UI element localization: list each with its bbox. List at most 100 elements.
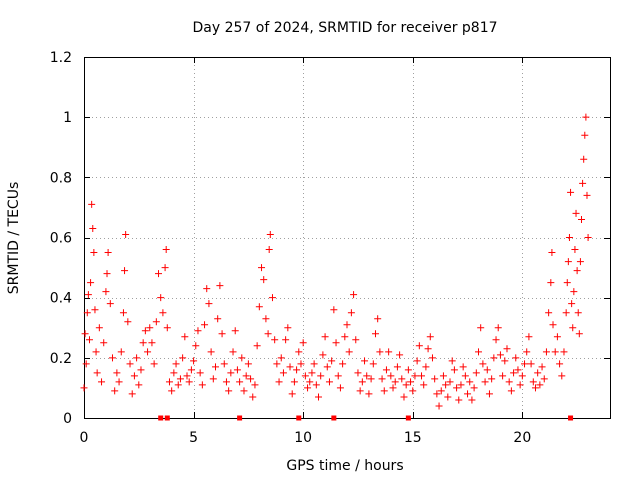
data-point: [304, 384, 312, 392]
data-point: [459, 363, 467, 371]
data-point: [139, 339, 147, 347]
data-point: [461, 372, 469, 380]
data-point: [538, 363, 546, 371]
data-point: [400, 393, 408, 401]
data-point: [179, 354, 187, 362]
data-point: [424, 345, 432, 353]
data-points: [80, 113, 592, 410]
data-point: [352, 336, 360, 344]
data-point: [553, 333, 561, 341]
data-point: [271, 336, 279, 344]
data-point: [514, 366, 522, 374]
data-point: [575, 330, 583, 338]
data-point: [82, 360, 90, 368]
data-point: [165, 378, 173, 386]
data-point: [556, 360, 564, 368]
data-point: [453, 384, 461, 392]
data-point: [494, 324, 502, 332]
data-point: [174, 381, 182, 389]
data-point: [244, 360, 252, 368]
data-point: [207, 348, 215, 356]
y-tick-label: 0.6: [50, 231, 72, 247]
data-point: [312, 381, 320, 389]
data-point: [488, 375, 496, 383]
data-point: [448, 357, 456, 365]
data-point: [222, 378, 230, 386]
data-point: [198, 381, 206, 389]
data-point: [475, 348, 482, 356]
data-point: [464, 390, 472, 398]
data-point: [470, 384, 478, 392]
data-point: [507, 387, 515, 395]
data-point: [380, 387, 388, 395]
data-point: [422, 363, 430, 371]
data-point: [98, 378, 106, 386]
x-tick-label: 15: [404, 430, 422, 446]
data-point: [483, 366, 491, 374]
data-point: [148, 339, 156, 347]
data-point: [521, 360, 529, 368]
data-point: [562, 309, 570, 317]
data-point: [420, 381, 428, 389]
data-point: [468, 396, 476, 404]
data-point: [275, 378, 283, 386]
data-point: [481, 378, 489, 386]
data-point: [117, 348, 125, 356]
data-point: [190, 357, 198, 365]
baseline-marker: [568, 415, 574, 421]
data-point: [315, 393, 323, 401]
y-tick-label: 0.2: [50, 351, 72, 367]
data-point: [439, 372, 447, 380]
data-point: [265, 246, 273, 254]
data-point: [516, 381, 524, 389]
data-point: [104, 249, 112, 257]
data-point: [102, 288, 110, 296]
data-point: [356, 387, 364, 395]
data-point: [319, 351, 327, 359]
data-point: [194, 327, 202, 335]
baseline-marker: [164, 415, 170, 421]
data-point: [574, 309, 582, 317]
data-point: [214, 315, 222, 323]
data-point: [227, 369, 235, 377]
data-point: [350, 291, 358, 299]
data-point: [444, 393, 452, 401]
baseline-markers: [158, 415, 574, 421]
data-point: [376, 348, 384, 356]
data-point: [534, 369, 542, 377]
data-point: [572, 209, 580, 217]
data-point: [119, 309, 127, 317]
data-point: [499, 372, 507, 380]
data-point: [354, 369, 362, 377]
data-point: [299, 339, 307, 347]
data-point: [196, 369, 204, 377]
data-point: [518, 372, 526, 380]
data-point: [220, 360, 228, 368]
data-point: [297, 360, 305, 368]
data-point: [547, 279, 555, 287]
data-point: [150, 360, 158, 368]
data-point: [407, 378, 415, 386]
data-point: [146, 324, 154, 332]
data-point: [236, 378, 244, 386]
data-point: [268, 294, 276, 302]
data-point: [496, 351, 504, 359]
data-point: [378, 375, 386, 383]
data-point: [185, 378, 193, 386]
data-point: [347, 309, 355, 317]
baseline-marker: [237, 415, 243, 421]
data-point: [130, 372, 138, 380]
data-point: [446, 378, 454, 386]
data-point: [365, 390, 373, 398]
data-point: [152, 318, 160, 326]
data-point: [418, 372, 426, 380]
data-point: [258, 264, 266, 272]
data-point: [323, 363, 331, 371]
data-point: [455, 396, 463, 404]
x-tick-label: 5: [189, 430, 198, 446]
data-point: [212, 363, 219, 371]
data-point: [578, 215, 586, 223]
data-point: [89, 224, 97, 232]
data-point: [238, 354, 246, 362]
